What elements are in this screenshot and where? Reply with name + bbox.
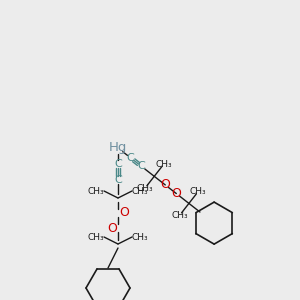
- Text: C: C: [114, 175, 122, 185]
- Text: CH₃: CH₃: [137, 184, 153, 193]
- Text: O: O: [107, 221, 117, 235]
- Text: CH₃: CH₃: [190, 187, 206, 196]
- Text: Hg: Hg: [109, 142, 127, 154]
- Text: CH₃: CH₃: [88, 187, 104, 196]
- Text: CH₃: CH₃: [132, 187, 148, 196]
- Text: CH₃: CH₃: [155, 160, 172, 169]
- Text: C: C: [127, 153, 134, 163]
- Text: O: O: [119, 206, 129, 220]
- Text: CH₃: CH₃: [132, 232, 148, 242]
- Text: CH₃: CH₃: [88, 232, 104, 242]
- Text: C: C: [114, 159, 122, 169]
- Text: O: O: [160, 178, 170, 191]
- Text: O: O: [171, 187, 181, 200]
- Text: C: C: [138, 161, 146, 172]
- Text: CH₃: CH₃: [171, 211, 188, 220]
